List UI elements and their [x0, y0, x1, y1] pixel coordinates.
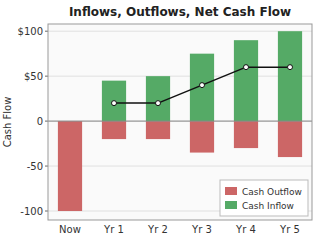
- marker: [200, 83, 205, 88]
- legend-box: [220, 180, 308, 216]
- marker: [244, 65, 249, 70]
- bar-series: [102, 31, 302, 121]
- legend-swatch: [225, 187, 237, 195]
- plot-area: [48, 24, 312, 220]
- plot-frame: [48, 24, 312, 220]
- x-ticks: Now Yr 1 Yr 2 Yr 3 Yr 4 Yr 5: [59, 224, 300, 235]
- tick-label: $100: [18, 26, 43, 37]
- chart: -100 -50 0 $50 $100 Now Yr 1 Yr 2 Yr 3 Yr 4 Yr 5 In…: [0, 0, 320, 240]
- legend-label: Cash Outflow: [242, 187, 302, 197]
- category-label: Yr 1: [103, 224, 124, 235]
- bar: [102, 121, 126, 139]
- tick-label: 0: [37, 116, 43, 127]
- legend-swatch: [225, 201, 237, 209]
- grid-line: [48, 166, 312, 167]
- bar: [278, 121, 302, 157]
- bar: [190, 121, 214, 152]
- y-axis-label: Cash Flow: [2, 97, 13, 148]
- grid-line: [48, 121, 312, 122]
- marker: [112, 101, 117, 106]
- y-ticks: -100 -50 0 $50 $100: [18, 26, 48, 217]
- bar: [234, 40, 258, 121]
- category-label: Yr 4: [235, 224, 256, 235]
- marker: [156, 101, 161, 106]
- category-label: Now: [59, 224, 81, 235]
- legend: Cash Outflow Cash Inflow: [220, 180, 308, 216]
- zero-line: [48, 121, 312, 122]
- category-label: Yr 5: [279, 224, 300, 235]
- title: Inflows, Outflows, Net Cash Flow: [69, 5, 291, 19]
- tick-label: $50: [24, 71, 43, 82]
- bar: [146, 121, 170, 139]
- bar: [190, 54, 214, 121]
- category-label: Yr 3: [191, 224, 212, 235]
- bar: [58, 121, 82, 211]
- bar: [278, 31, 302, 121]
- grid-line: [48, 31, 312, 32]
- line-series: [112, 65, 293, 106]
- category-label: Yr 2: [147, 224, 168, 235]
- legend-label: Cash Inflow: [242, 201, 294, 211]
- bar: [102, 81, 126, 121]
- line: [114, 67, 290, 103]
- tick-label: -100: [20, 206, 43, 217]
- tick-label: -50: [27, 161, 43, 172]
- bar: [146, 76, 170, 121]
- marker: [288, 65, 293, 70]
- grid-line: [48, 76, 312, 77]
- bar: [234, 121, 258, 148]
